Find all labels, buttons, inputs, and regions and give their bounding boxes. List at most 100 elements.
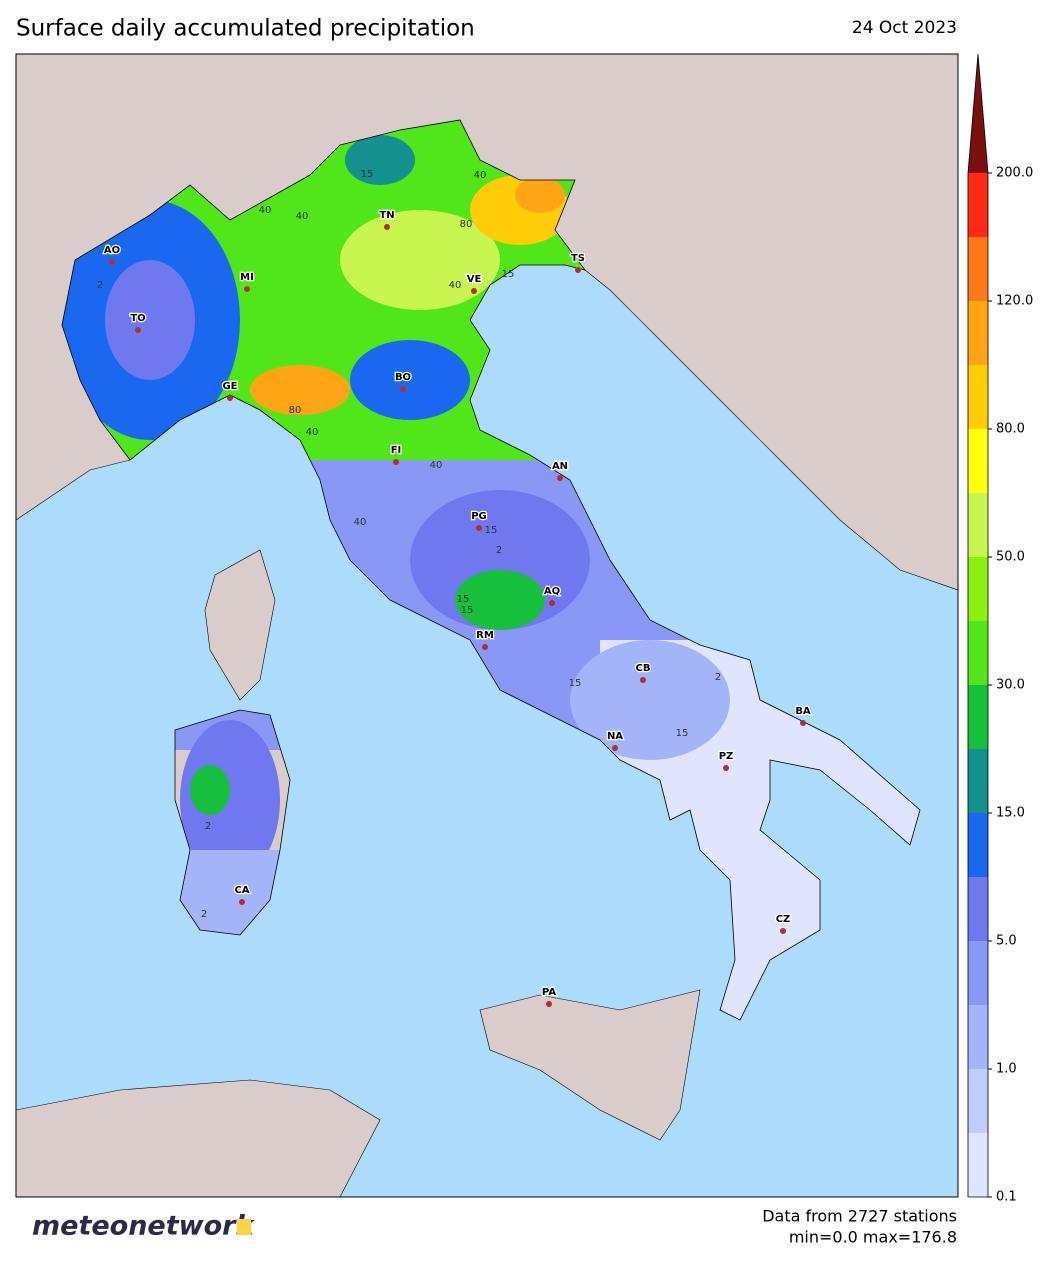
colorbar-bin xyxy=(968,685,988,749)
logo-mark xyxy=(237,1219,251,1235)
colorbar-tick-label: 50.0 xyxy=(996,550,1025,565)
station-dot xyxy=(780,928,786,934)
colorbar-bin xyxy=(968,1005,988,1069)
stations: AO TO MI GE TN VE TS BO FI AN PG AQ RM CB NA BA PZ CA CZ PA xyxy=(103,209,812,1007)
colorbar-bin xyxy=(968,877,988,941)
station-dot xyxy=(109,259,115,265)
europe-land xyxy=(16,54,958,591)
station-label: TS xyxy=(571,253,585,264)
contour-label: 80 xyxy=(460,219,473,230)
contour-label: 40 xyxy=(449,280,462,291)
stations-note: Data from 2727 stations xyxy=(762,1207,957,1226)
contour-label: 15 xyxy=(461,605,474,616)
station-dot xyxy=(546,1001,552,1007)
station-label: MI xyxy=(240,272,254,283)
colorbar-tick-label: 200.0 xyxy=(996,166,1033,181)
contour-label: 80 xyxy=(289,405,302,416)
colorbar-tick-label: 1.0 xyxy=(996,1062,1017,1077)
station-label: PA xyxy=(542,987,556,998)
station-dot xyxy=(549,600,555,606)
colorbar-bin xyxy=(968,365,988,429)
contour-label: 2 xyxy=(201,909,207,920)
colorbar-bin xyxy=(968,1069,988,1133)
station-label: AN xyxy=(552,461,568,472)
africa-land xyxy=(16,1079,381,1197)
contour-label: 2 xyxy=(496,545,502,556)
colorbar-tick-label: 30.0 xyxy=(996,678,1025,693)
station-label: BA xyxy=(795,706,811,717)
colorbar: 0.1 1.0 5.0 15.0 30.0 50.0 80.0 120.0 200.0 xyxy=(967,53,1033,1205)
colorbar-outline xyxy=(967,53,989,1198)
contour-label: 40 xyxy=(306,427,319,438)
station-label: FI xyxy=(391,445,402,456)
colorbar-bin xyxy=(968,621,988,685)
contour-label: 40 xyxy=(296,211,309,222)
date: 24 Oct 2023 xyxy=(852,18,957,38)
station-dot xyxy=(800,720,806,726)
colorbar-bin xyxy=(968,813,988,877)
station-label: GE xyxy=(222,381,237,392)
colorbar-tick-label: 15.0 xyxy=(996,806,1025,821)
colorbar-bin xyxy=(968,557,988,621)
station-dot xyxy=(476,525,482,531)
colorbar-extension xyxy=(968,54,988,173)
colorbar-tick-label: 0.1 xyxy=(996,1190,1017,1205)
station-label: VE xyxy=(467,274,482,285)
station-dot xyxy=(384,224,390,230)
station-label: CZ xyxy=(776,914,791,925)
station-label: TN xyxy=(379,210,394,221)
station-dot xyxy=(557,475,563,481)
colorbar-tick-label: 5.0 xyxy=(996,934,1017,949)
station-dot xyxy=(239,899,245,905)
station-label: RM xyxy=(476,630,494,641)
title: Surface daily accumulated precipitation xyxy=(16,16,475,42)
contour-label: 15 xyxy=(361,169,374,180)
contour-label: 2 xyxy=(97,280,103,291)
sicily xyxy=(479,989,701,1141)
contour-label: 15 xyxy=(676,728,689,739)
station-label: BO xyxy=(395,372,411,383)
logo: meteonetwork xyxy=(32,1211,255,1242)
station-label: TO xyxy=(130,313,145,324)
station-label: NA xyxy=(607,731,623,742)
contour-label: 15 xyxy=(485,525,498,536)
contour-label: 2 xyxy=(715,672,721,683)
colorbar-tick-label: 80.0 xyxy=(996,422,1025,437)
station-dot xyxy=(723,765,729,771)
range-note: min=0.0 max=176.8 xyxy=(789,1228,957,1247)
station-dot xyxy=(135,327,141,333)
station-label: CB xyxy=(636,663,651,674)
station-label: AQ xyxy=(544,586,560,597)
station-dot xyxy=(393,459,399,465)
map-frame xyxy=(15,53,959,1198)
station-dot xyxy=(400,386,406,392)
colorbar-bin xyxy=(968,173,988,237)
contour-label: 15 xyxy=(457,594,470,605)
station-dot xyxy=(471,288,477,294)
station-label: PG xyxy=(471,511,487,522)
contour-label: 2 xyxy=(205,821,211,832)
station-label: PZ xyxy=(719,751,734,762)
station-dot xyxy=(244,286,250,292)
corsica xyxy=(204,549,276,701)
colorbar-bin xyxy=(968,749,988,813)
station-label: CA xyxy=(234,885,249,896)
station-dot xyxy=(640,677,646,683)
colorbar-bin xyxy=(968,493,988,557)
station-dot xyxy=(575,267,581,273)
contour-label: 40 xyxy=(430,460,443,471)
station-dot xyxy=(482,644,488,650)
contour-label: 40 xyxy=(259,205,272,216)
colorbar-bin xyxy=(968,941,988,1005)
station-dot xyxy=(612,745,618,751)
station-dot xyxy=(227,395,233,401)
colorbar-bin xyxy=(968,429,988,493)
contour-label: 15 xyxy=(569,678,582,689)
colorbar-bin xyxy=(968,301,988,365)
station-label: AO xyxy=(104,245,120,256)
colorbar-tick-label: 120.0 xyxy=(996,294,1033,309)
contour-label: 40 xyxy=(354,517,367,528)
